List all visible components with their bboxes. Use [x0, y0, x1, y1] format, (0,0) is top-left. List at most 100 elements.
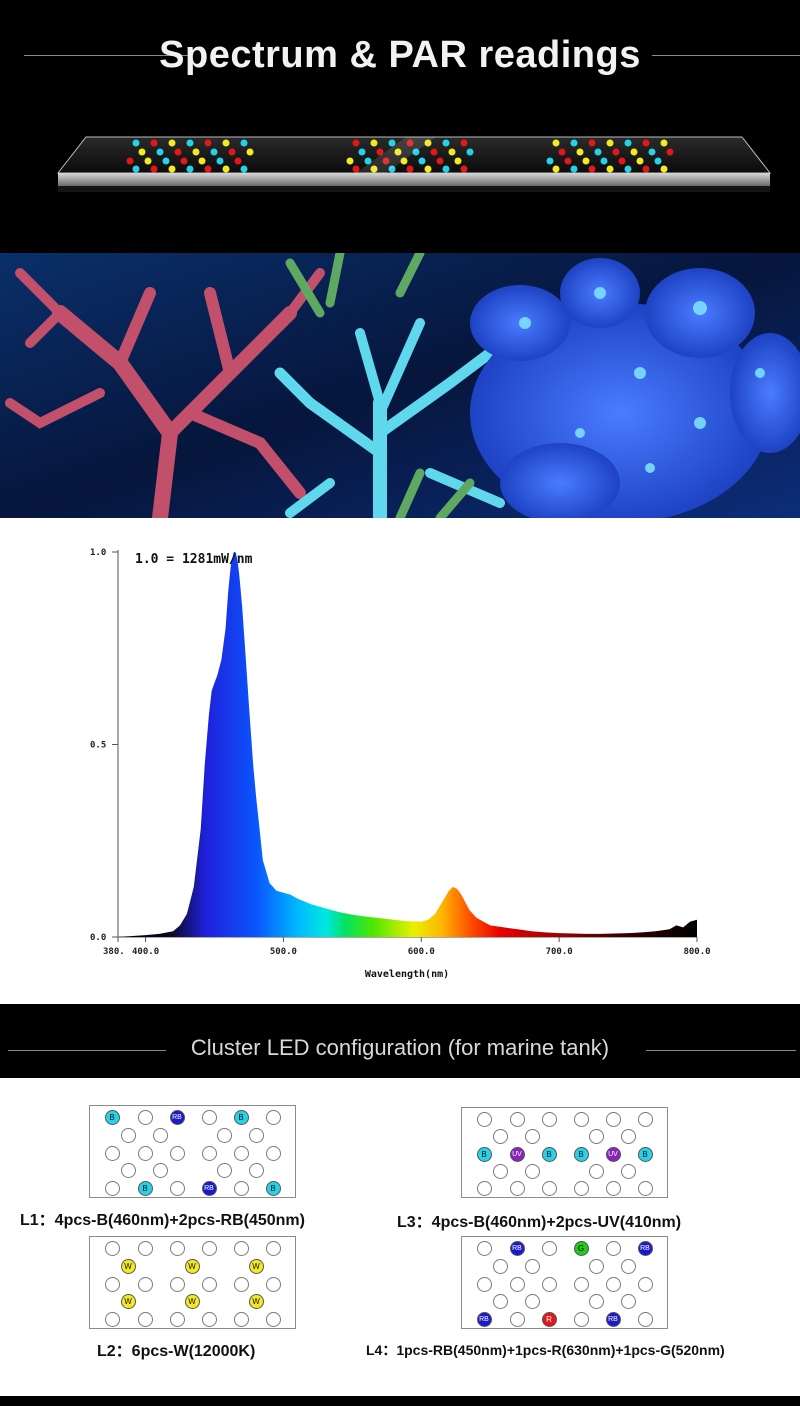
led-empty — [216, 1127, 232, 1143]
led-w: W — [120, 1294, 136, 1310]
lamp-led-dot — [168, 165, 176, 173]
led-empty — [265, 1145, 281, 1161]
lamp-led-dot — [612, 148, 620, 156]
led-lamp-fixture — [56, 136, 772, 192]
led-empty — [605, 1241, 621, 1257]
lamp-led-dot — [460, 139, 468, 147]
lamp-led-dot — [588, 165, 596, 173]
title-rule-right — [652, 55, 800, 56]
led-empty — [573, 1311, 589, 1327]
lamp-led-dot — [138, 148, 146, 156]
led-empty — [265, 1110, 281, 1126]
lamp-led-dot — [448, 148, 456, 156]
lamp-led-dot — [406, 139, 414, 147]
lamp-led-dot — [126, 157, 134, 165]
led-empty — [637, 1180, 653, 1196]
lamp-led-dot — [406, 165, 414, 173]
led-empty — [265, 1311, 281, 1327]
led-uv: UV — [605, 1146, 621, 1162]
led-rb: RB — [637, 1241, 653, 1257]
cluster-section-banner: Cluster LED configuration (for marine ta… — [0, 1004, 800, 1078]
lamp-led-dot — [388, 165, 396, 173]
led-empty — [137, 1276, 153, 1292]
led-w: W — [248, 1294, 264, 1310]
lamp-led-dot — [144, 157, 152, 165]
lamp-led-dot — [624, 165, 632, 173]
led-empty — [169, 1276, 185, 1292]
led-empty — [169, 1180, 185, 1196]
led-empty — [137, 1110, 153, 1126]
led-empty — [201, 1311, 217, 1327]
hero-banner: Spectrum & PAR readings — [0, 0, 800, 253]
lamp-led-dot — [346, 157, 354, 165]
led-empty — [524, 1258, 540, 1274]
led-empty — [137, 1145, 153, 1161]
led-empty — [476, 1241, 492, 1257]
lamp-led-dot — [364, 157, 372, 165]
lamp-led-dots — [126, 139, 674, 173]
lamp-led-dot — [442, 165, 450, 173]
lamp-led-dot — [442, 139, 450, 147]
lamp-led-dot — [174, 148, 182, 156]
led-empty — [201, 1276, 217, 1292]
lamp-led-dot — [234, 157, 242, 165]
led-empty — [620, 1163, 636, 1179]
spectrum-chart-panel: 1.0 0.5 0.0 380. 400.0 500.0 600.0 700.0 800.0 1… — [0, 518, 800, 1004]
lamp-led-dot — [186, 139, 194, 147]
cluster-diagram-l2: W W W W W W — [89, 1236, 296, 1329]
led-empty — [605, 1112, 621, 1128]
cluster-caption-l3: L3：4pcs-B(460nm)+2pcs-UV(410nm) — [397, 1214, 682, 1231]
led-empty — [541, 1276, 557, 1292]
lamp-led-dot — [624, 139, 632, 147]
led-empty — [637, 1112, 653, 1128]
led-empty — [476, 1180, 492, 1196]
led-g: G — [573, 1241, 589, 1257]
led-b: B — [637, 1146, 653, 1162]
cluster-section-title: Cluster LED configuration (for marine ta… — [190, 1035, 610, 1060]
led-empty — [588, 1163, 604, 1179]
led-empty — [201, 1110, 217, 1126]
led-w: W — [120, 1258, 136, 1274]
led-empty — [137, 1311, 153, 1327]
led-rb: RB — [476, 1311, 492, 1327]
lamp-led-dot — [132, 165, 140, 173]
led-empty — [509, 1311, 525, 1327]
lamp-led-dot — [600, 157, 608, 165]
x-tick-label: 700.0 — [546, 947, 573, 957]
lamp-led-dot — [552, 165, 560, 173]
lamp-led-dot — [412, 148, 420, 156]
x-axis-label: Wavelength(nm) — [365, 969, 449, 980]
cluster-diagram-l1: B RB B B RB B — [89, 1105, 296, 1198]
led-b: B — [573, 1146, 589, 1162]
lamp-led-dot — [418, 157, 426, 165]
led-empty — [492, 1258, 508, 1274]
lamp-led-dot — [394, 148, 402, 156]
lamp-led-dot — [582, 157, 590, 165]
led-w: W — [184, 1258, 200, 1274]
lamp-led-dot — [376, 148, 384, 156]
led-empty — [637, 1311, 653, 1327]
lamp-led-dot — [660, 165, 668, 173]
led-empty — [233, 1241, 249, 1257]
lamp-led-dot — [454, 157, 462, 165]
led-empty — [492, 1294, 508, 1310]
lamp-led-dot — [156, 148, 164, 156]
x-tick-label: 500.0 — [270, 947, 297, 957]
led-empty — [620, 1294, 636, 1310]
lamp-led-dot — [168, 139, 176, 147]
x-tick-label: 400.0 — [132, 947, 159, 957]
led-empty — [169, 1241, 185, 1257]
cluster-diagram-l3: B UV B B UV B — [461, 1107, 668, 1198]
lamp-led-dot — [240, 165, 248, 173]
lamp-led-dot — [564, 157, 572, 165]
led-empty — [476, 1276, 492, 1292]
led-empty — [265, 1276, 281, 1292]
led-empty — [104, 1180, 120, 1196]
x-tick-label: 600.0 — [408, 947, 435, 957]
led-empty — [588, 1129, 604, 1145]
led-empty — [492, 1129, 508, 1145]
led-rb: RB — [605, 1311, 621, 1327]
lamp-led-dot — [192, 148, 200, 156]
led-empty — [104, 1241, 120, 1257]
led-b: B — [137, 1180, 153, 1196]
